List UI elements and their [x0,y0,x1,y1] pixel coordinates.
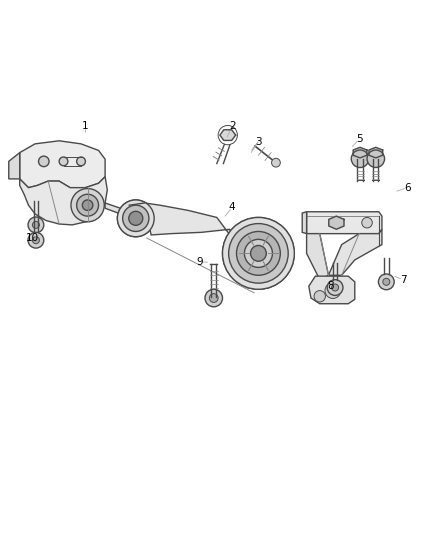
Circle shape [251,246,266,261]
Circle shape [32,237,39,244]
Circle shape [123,205,149,231]
Text: 4: 4 [229,203,236,212]
Text: 8: 8 [327,281,334,291]
Polygon shape [302,212,307,233]
Circle shape [332,284,339,291]
Polygon shape [307,212,382,233]
Circle shape [329,287,336,294]
Polygon shape [105,203,136,216]
Circle shape [332,219,341,227]
Circle shape [244,239,272,268]
Circle shape [82,200,93,211]
Circle shape [129,211,143,225]
Circle shape [123,205,149,231]
Circle shape [244,239,272,268]
Polygon shape [9,152,20,179]
Text: 5: 5 [356,134,363,144]
Circle shape [77,157,85,166]
Circle shape [209,294,218,302]
Circle shape [327,280,343,295]
Polygon shape [353,147,367,158]
Circle shape [383,278,390,285]
Circle shape [272,158,280,167]
Polygon shape [145,203,265,288]
Polygon shape [307,233,328,280]
Circle shape [223,217,294,289]
Text: 2: 2 [229,122,236,131]
Circle shape [39,156,49,167]
Circle shape [351,150,369,167]
Text: 10: 10 [26,233,39,243]
Circle shape [117,200,154,237]
Circle shape [229,223,288,283]
Text: 6: 6 [404,183,411,192]
Circle shape [378,274,394,290]
Circle shape [223,217,294,289]
Polygon shape [20,141,105,188]
Polygon shape [329,216,344,229]
Circle shape [71,189,104,222]
Text: 7: 7 [399,274,406,285]
Polygon shape [369,147,383,158]
Circle shape [367,150,385,167]
Circle shape [77,194,99,216]
Polygon shape [220,130,236,140]
Polygon shape [309,276,355,304]
Text: 9: 9 [196,257,203,267]
Text: 1: 1 [82,122,89,131]
Text: 3: 3 [255,136,262,147]
Circle shape [362,217,372,228]
Circle shape [59,157,68,166]
Circle shape [237,231,280,275]
Polygon shape [328,229,382,275]
Circle shape [32,221,39,229]
Circle shape [314,290,325,302]
Circle shape [129,211,143,225]
Circle shape [117,200,154,237]
Circle shape [325,282,341,298]
Circle shape [28,217,44,233]
Circle shape [237,231,280,275]
Circle shape [251,246,266,261]
Circle shape [28,232,44,248]
Circle shape [229,223,288,283]
Polygon shape [20,177,107,225]
Circle shape [205,289,223,307]
